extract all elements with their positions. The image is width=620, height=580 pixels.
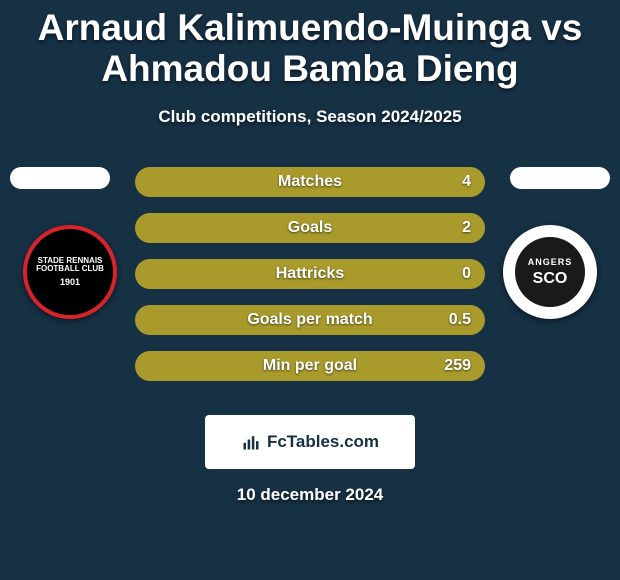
club-crest-right: ANGERS SCO [500,222,600,322]
stats-area: STADE RENNAIS FOOTBALL CLUB 1901 ANGERS … [0,167,620,397]
crest-right-line2: SCO [533,270,568,288]
stat-label: Min per goal [263,357,357,375]
stat-row: Min per goal 259 [135,351,485,381]
crest-right-line1: ANGERS [528,258,573,268]
chart-icon [241,432,261,452]
stat-value-right: 259 [444,357,471,375]
watermark-text: FcTables.com [267,432,379,452]
player-left-pill [10,167,110,189]
page-title: Arnaud Kalimuendo-Muinga vs Ahmadou Bamb… [0,0,620,89]
stat-value-right: 4 [462,173,471,191]
club-crest-left: STADE RENNAIS FOOTBALL CLUB 1901 [20,222,120,322]
stat-row: Matches 4 [135,167,485,197]
stat-label: Hattricks [276,265,344,283]
stat-label: Goals per match [247,311,372,329]
stat-value-right: 0 [462,265,471,283]
stat-value-right: 0.5 [449,311,471,329]
subtitle: Club competitions, Season 2024/2025 [0,107,620,127]
stat-row: Goals 2 [135,213,485,243]
stat-label: Matches [278,173,342,191]
stat-rows: Matches 4 Goals 2 Hattricks 0 Goals per match 0… [135,167,485,397]
date: 10 december 2024 [0,485,620,505]
crest-left-line2: FOOTBALL CLUB [36,265,104,274]
stat-value-right: 2 [462,219,471,237]
stat-label: Goals [288,219,332,237]
watermark: FcTables.com [205,415,415,469]
stat-row: Goals per match 0.5 [135,305,485,335]
crest-left-line3: 1901 [36,278,104,288]
stat-row: Hattricks 0 [135,259,485,289]
player-right-pill [510,167,610,189]
